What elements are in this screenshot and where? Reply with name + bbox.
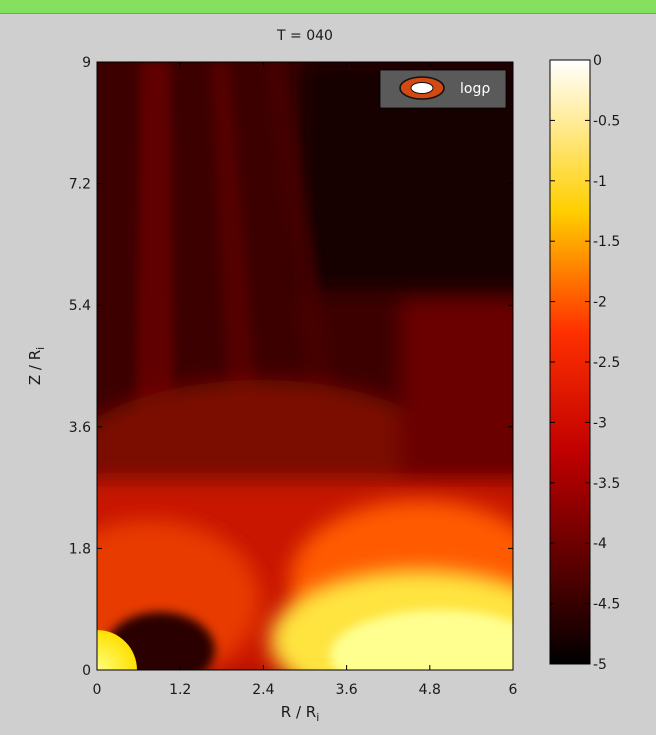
y-tick-label: 7.2 [69, 177, 91, 193]
x-axis: 0 1.2 2.4 3.6 4.8 6 [93, 62, 518, 698]
x-tick-label: 3.6 [335, 682, 357, 698]
y-axis-title-subscript: i [34, 347, 47, 350]
x-axis-title-subscript: i [316, 711, 319, 724]
y-tick-label: 5.4 [69, 298, 91, 314]
colorbar-tick-label: -1 [593, 174, 607, 190]
x-tick-label: 4.8 [419, 682, 441, 698]
x-tick-label: 2.4 [252, 682, 274, 698]
x-tick-label: 1.2 [169, 682, 191, 698]
streak-3 [265, 62, 340, 420]
colorbar-tick-label: -4.5 [593, 597, 620, 613]
window-top-bar [0, 0, 656, 14]
colorbar-tick-label: -2.5 [593, 355, 620, 371]
y-axis-title: Z / Ri [26, 347, 47, 385]
colorbar-gradient [549, 59, 591, 665]
colorbar-tick-label: -3.5 [593, 476, 620, 492]
heatmap-plot [97, 62, 513, 670]
streak-2 [210, 62, 260, 440]
y-tick-label: 0 [82, 663, 91, 679]
plot-frame [96, 61, 514, 671]
colorbar-tick-label: -3 [593, 415, 607, 431]
y-tick-label: 3.6 [69, 420, 91, 436]
x-tick-label: 0 [93, 682, 102, 698]
y-tick-label: 1.8 [69, 541, 91, 557]
y-axis: 0 1.8 3.6 5.4 7.2 9 [69, 55, 513, 679]
colorbar: 0 -0.5 -1 -1.5 -2 -2.5 -3 -3.5 -4 -4.5 -5 [549, 53, 620, 673]
colorbar-tick-label: -1.5 [593, 234, 620, 250]
colorbar-tick-label: -2 [593, 295, 607, 311]
y-tick-label: 9 [82, 55, 91, 71]
bright-lobe-core [330, 610, 513, 670]
x-axis-title: R / Ri [281, 703, 320, 724]
x-tick-label: 6 [509, 682, 518, 698]
colorbar-tick-label: -0.5 [593, 113, 620, 129]
colorbar-tick-label: -5 [593, 657, 607, 673]
legend-box: logρ [379, 69, 507, 109]
colorbar-tick-label: -4 [593, 536, 607, 552]
inner-sphere [97, 630, 137, 670]
chart-title: T = 040 [276, 28, 333, 44]
colorbar-tick-label: 0 [593, 53, 602, 69]
legend-variable-label: logρ [460, 81, 490, 97]
